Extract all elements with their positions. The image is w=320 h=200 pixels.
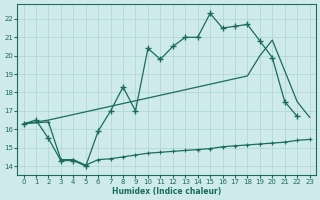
X-axis label: Humidex (Indice chaleur): Humidex (Indice chaleur) xyxy=(112,187,221,196)
